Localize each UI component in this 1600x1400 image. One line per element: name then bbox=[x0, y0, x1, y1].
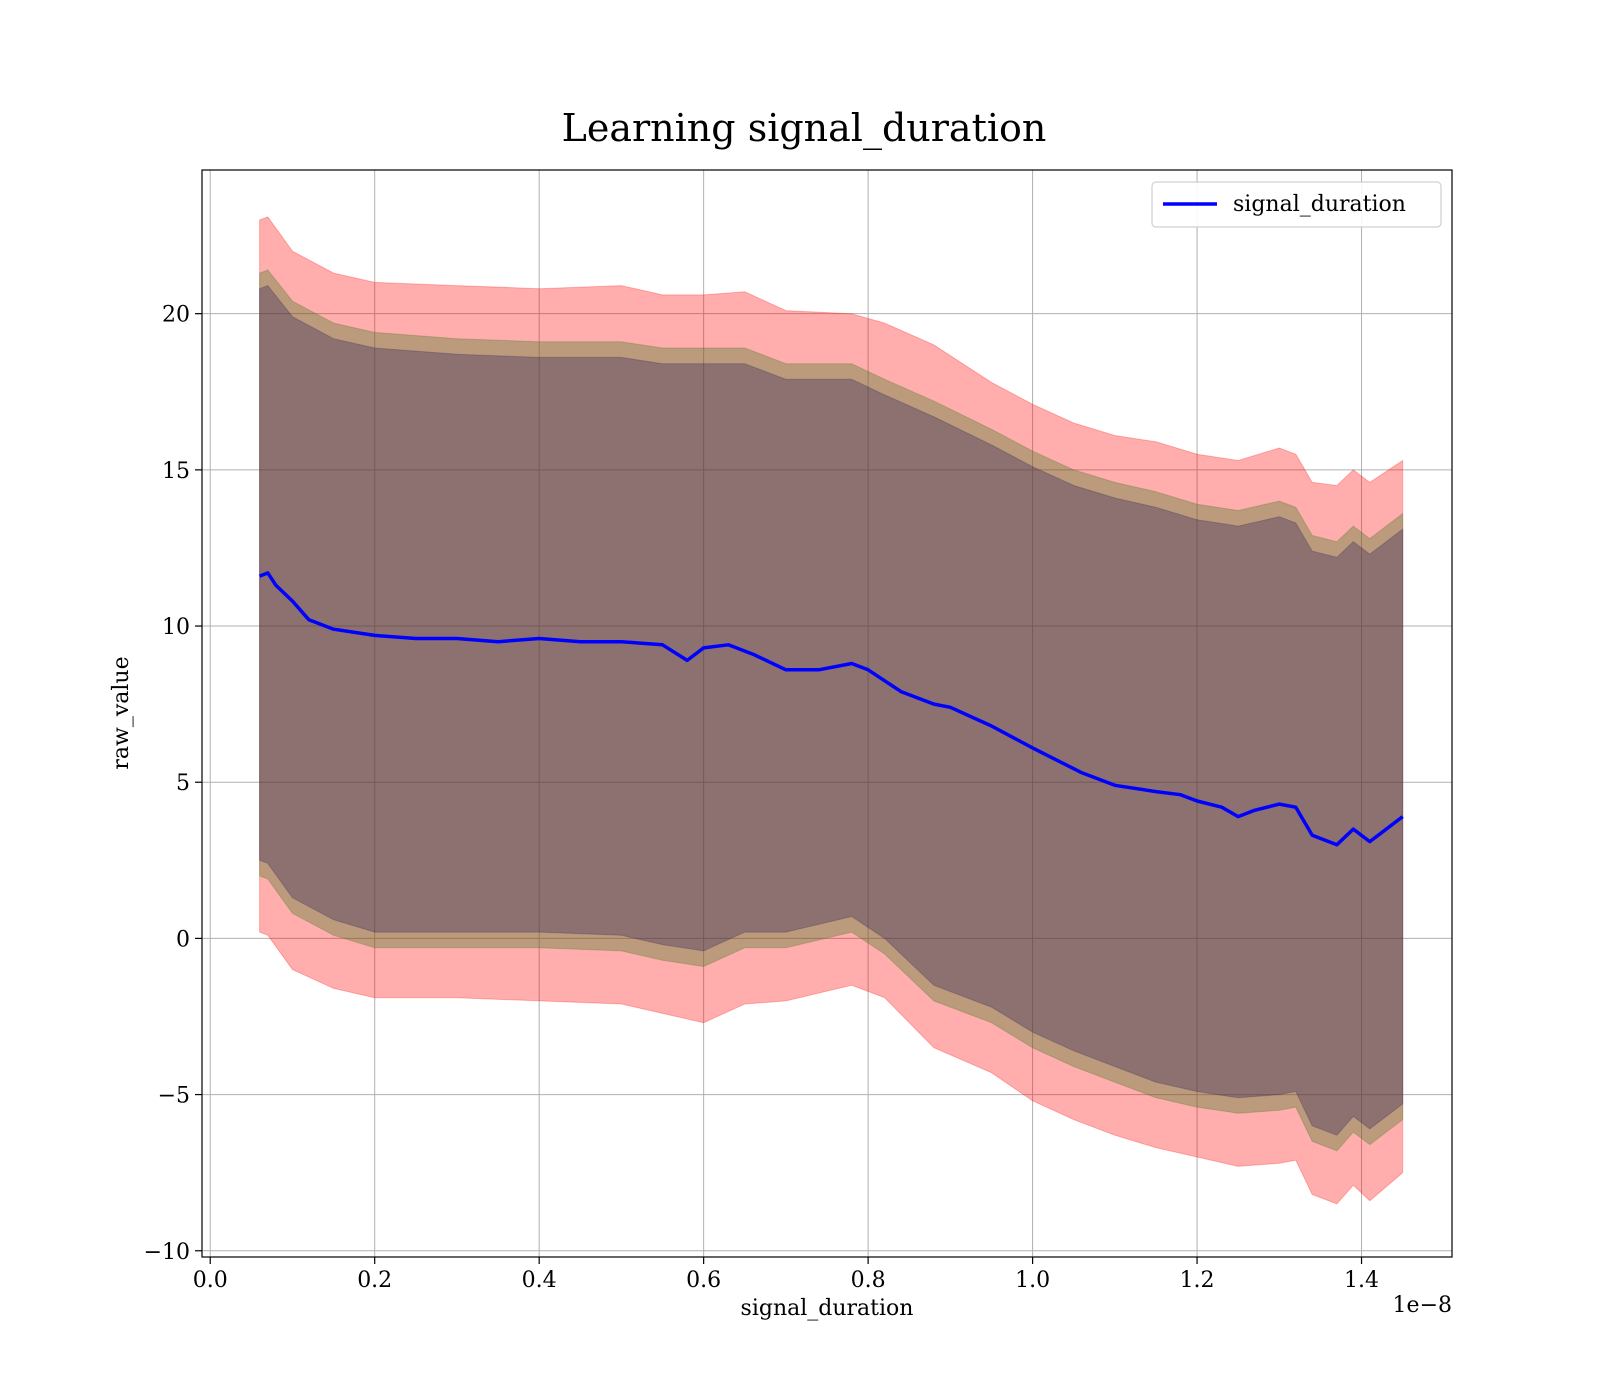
y-grid bbox=[202, 313, 1452, 1252]
x-tick-label: 0.6 bbox=[686, 1268, 721, 1293]
legend-label-signal-duration: signal_duration bbox=[1233, 192, 1406, 217]
y-tick-label: −10 bbox=[144, 1240, 190, 1265]
confidence-bands bbox=[259, 216, 1404, 1205]
y-tick-label: 0 bbox=[176, 927, 190, 952]
x-tick-label: 0.4 bbox=[522, 1268, 557, 1293]
y-tick-label: 10 bbox=[162, 615, 190, 640]
x-axis-label: signal_duration bbox=[741, 1296, 914, 1321]
x-tick-label: 1.0 bbox=[1015, 1268, 1050, 1293]
y-tick-label: −5 bbox=[158, 1084, 190, 1109]
series-line-signal-duration bbox=[258, 571, 1404, 847]
x-axis-offset-label: 1e−8 bbox=[1393, 1293, 1452, 1318]
plot-area-frame bbox=[201, 169, 1453, 1258]
x-grid bbox=[209, 170, 1363, 1257]
y-tick-label: 15 bbox=[162, 459, 190, 484]
confidence-band-0 bbox=[259, 216, 1404, 1205]
legend-box bbox=[1151, 181, 1442, 228]
x-tick-label: 0.2 bbox=[357, 1268, 392, 1293]
legend: signal_duration bbox=[1151, 181, 1442, 228]
confidence-band-1 bbox=[259, 269, 1404, 1152]
x-tick-label: 0.0 bbox=[193, 1268, 228, 1293]
x-tick-label: 1.2 bbox=[1180, 1268, 1215, 1293]
chart-title: Learning signal_duration bbox=[562, 106, 1047, 151]
x-tick-label: 0.8 bbox=[851, 1268, 886, 1293]
x-tick-label: 1.4 bbox=[1344, 1268, 1379, 1293]
x-axis-ticks: 0.0 0.2 0.4 0.6 0.8 1.0 1.2 1.4 bbox=[193, 1257, 1379, 1293]
y-axis-ticks: −10 −5 0 5 10 15 20 bbox=[144, 303, 202, 1265]
y-tick-label: 20 bbox=[162, 303, 190, 328]
confidence-band-2 bbox=[259, 285, 1404, 1136]
y-tick-label: 5 bbox=[176, 771, 190, 796]
series-lines bbox=[258, 571, 1404, 847]
y-axis-label: raw_value bbox=[109, 656, 134, 769]
